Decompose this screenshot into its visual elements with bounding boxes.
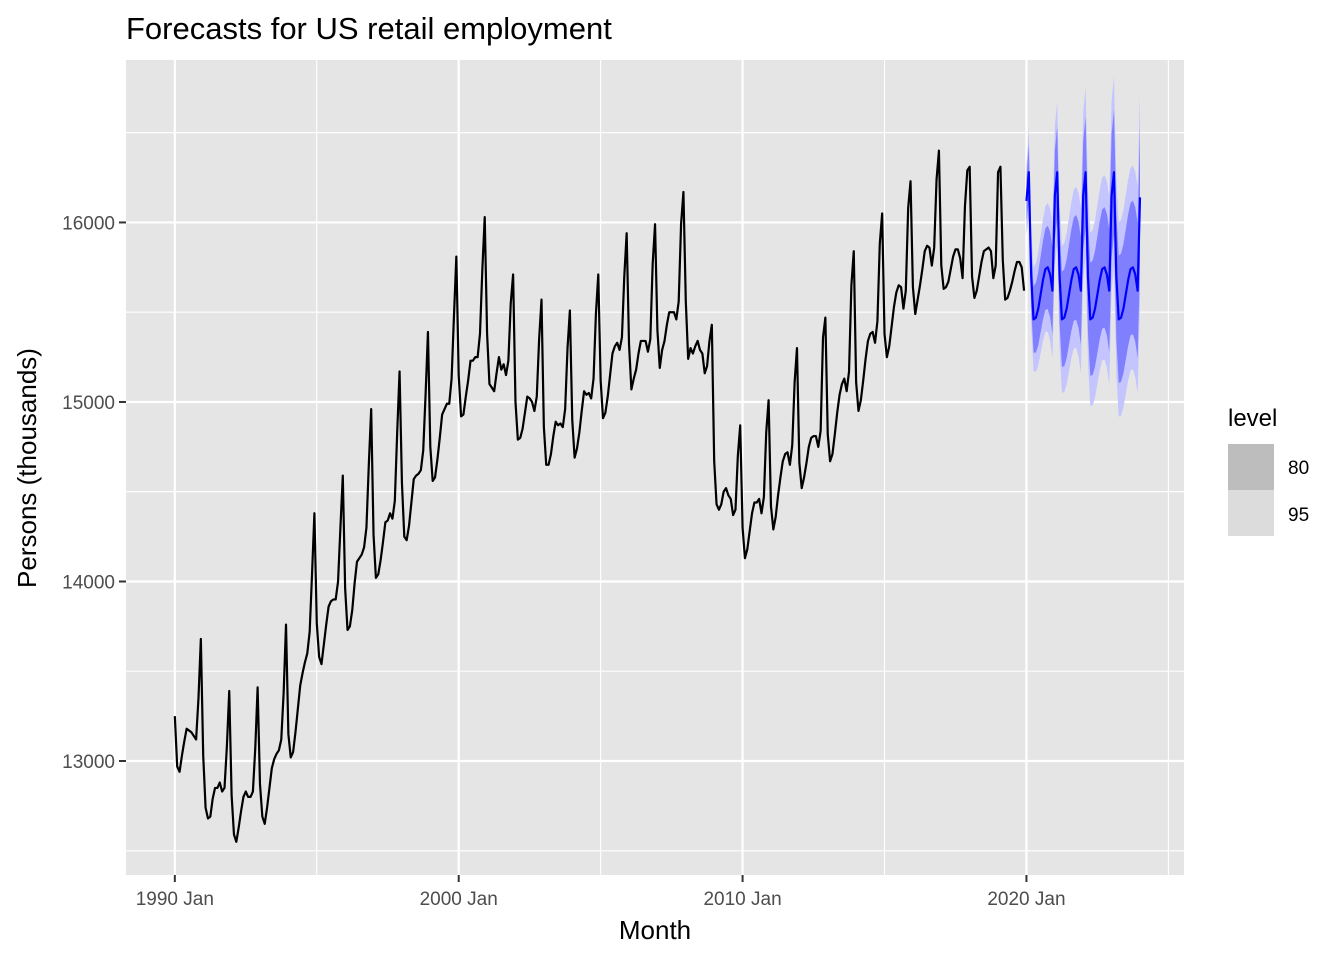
series-lines [173,149,1142,843]
legend: level 80 95 [1228,405,1309,536]
plot-panel [126,60,1184,875]
legend-swatch-95 [1228,490,1274,536]
y-axis-ticks: 13000 14000 15000 16000 [62,213,126,773]
x-axis-ticks: 1990 Jan 2000 Jan 2010 Jan 2020 Jan [136,875,1066,910]
history-line [173,149,1026,843]
y-tick-label: 14000 [62,572,115,593]
x-axis-title: Month [619,915,691,945]
legend-label-80: 80 [1288,458,1309,479]
y-tick-label: 16000 [62,213,115,234]
x-tick-label: 2020 Jan [987,889,1065,910]
x-tick-label: 2010 Jan [703,889,781,910]
x-tick-label: 1990 Jan [136,889,214,910]
y-tick-label: 13000 [62,752,115,773]
legend-title: level [1228,405,1277,432]
forecast-line [1025,171,1142,321]
legend-swatch-80 [1228,444,1274,490]
forecast-intervals [1026,76,1140,417]
x-tick-label: 2000 Jan [420,889,498,910]
y-axis-title: Persons (thousands) [12,348,42,588]
legend-label-95: 95 [1288,505,1309,526]
chart-title: Forecasts for US retail employment [126,11,612,46]
y-tick-label: 15000 [62,393,115,414]
interval-80-band [1026,109,1140,384]
